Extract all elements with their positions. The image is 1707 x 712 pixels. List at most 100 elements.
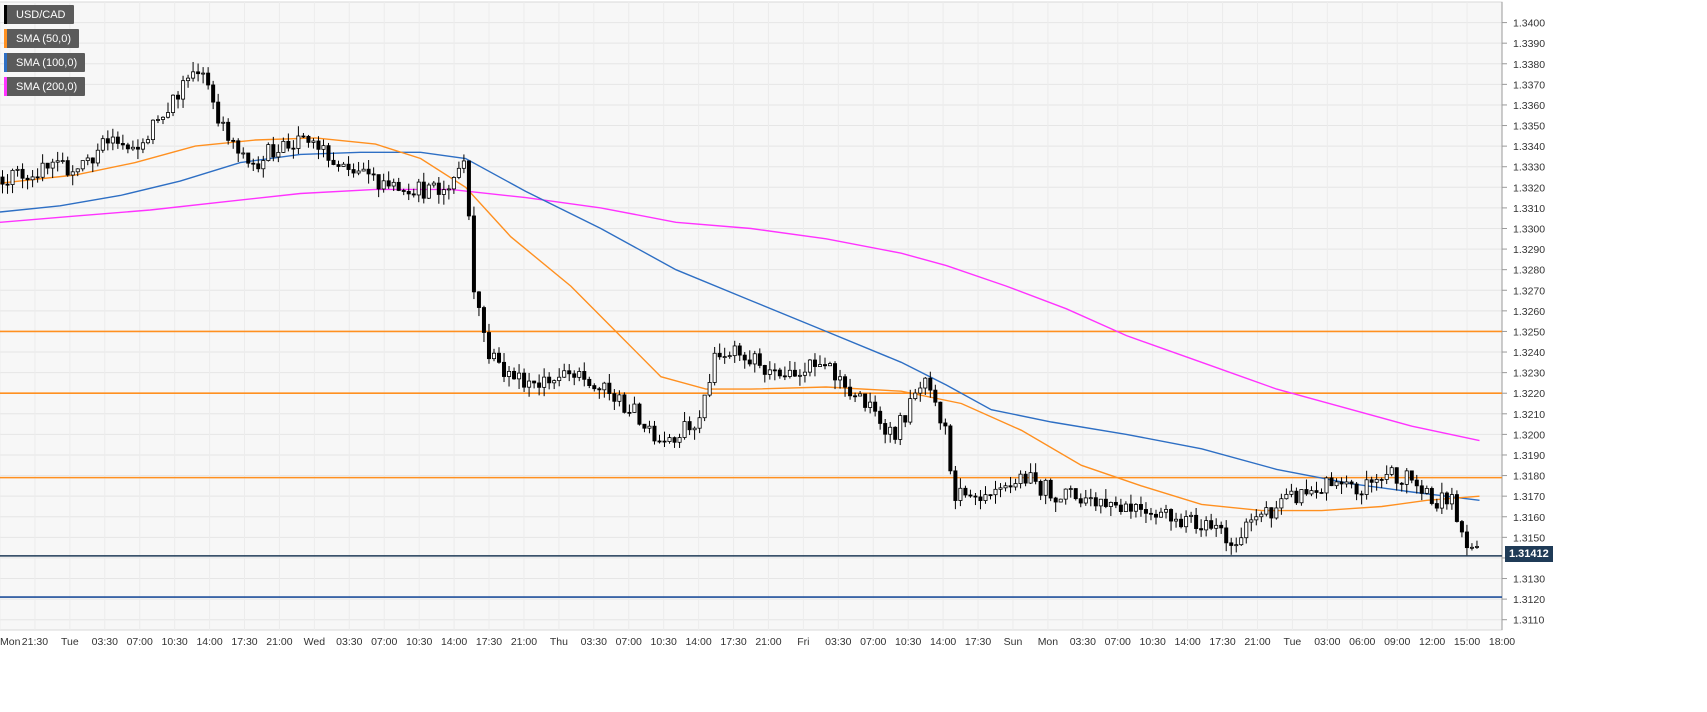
candle-body [1033,472,1038,482]
candle-body [497,352,502,363]
candle-body [522,372,527,388]
candle-body [1164,509,1169,513]
candle-body [426,184,431,199]
candle-body [155,119,160,121]
candle-body [85,157,90,161]
candle-body [316,140,321,150]
candle-body [256,163,261,170]
x-tick-label: Mon [0,636,21,648]
candle-body [592,385,597,390]
candle-body [65,160,70,176]
candle-body [466,160,471,217]
sma-200-line [0,188,1480,442]
x-tick-label: 07:00 [616,636,642,648]
candle-body [1244,521,1249,539]
candle-body [567,370,572,375]
candle-body [1058,498,1063,503]
candle-body [928,377,933,391]
candle-body [737,345,742,356]
y-tick-label: 1.3400 [1513,18,1545,30]
legend-item-sma-200[interactable]: SMA (200,0) [4,77,86,96]
x-tick-label: 07:00 [1105,636,1131,648]
candle-body [1179,518,1184,528]
candle-body [752,353,757,365]
candle-body [446,188,451,191]
candle-body [211,84,216,103]
y-tick-label: 1.3150 [1513,532,1545,544]
candle-body [517,372,522,380]
candle-body [150,119,155,141]
candle-body [441,189,446,195]
candle-body [1269,507,1274,519]
legend-item-sma-100[interactable]: SMA (100,0) [4,53,86,72]
candle-body [717,352,722,358]
candle-body [1394,467,1399,484]
candle-body [306,135,311,143]
candle-body [60,160,65,162]
y-tick-label: 1.3180 [1513,471,1545,483]
candle-body [1294,490,1299,504]
candle-body [1133,504,1138,512]
candle-body [1214,524,1219,529]
candle-body [963,487,968,496]
candle-body [662,440,667,443]
candle-body [888,426,893,435]
legend-label-sma-50: SMA (50,0) [16,32,72,45]
legend-item-sma-50[interactable]: SMA (50,0) [4,29,80,48]
candle-body [782,375,787,378]
candle-body [50,161,55,169]
legend-swatch-sma-200 [4,77,7,96]
x-tick-label: 10:30 [1140,636,1166,648]
candle-body [948,425,953,472]
x-tick-label: 10:30 [406,636,432,648]
candle-body [1008,485,1013,488]
candle-body [366,168,371,175]
y-tick-label: 1.3260 [1513,306,1545,318]
candle-body [276,151,281,158]
x-tick-label: 21:00 [1244,636,1270,648]
candle-body [341,163,346,167]
sma-50-line [0,137,1480,512]
candle-body [1274,507,1279,519]
candle-body [1023,473,1028,484]
candle-body [732,345,737,357]
candle-body [145,139,150,144]
candle-body [1169,509,1174,522]
x-tick-label: 10:30 [162,636,188,648]
candle-body [216,101,221,124]
legend-item-usdcad[interactable]: USD/CAD [4,5,74,24]
candle-body [762,365,767,375]
candle-body [923,377,928,389]
candle-body [140,142,145,150]
candle-body [1434,503,1439,509]
candle-body [70,171,75,176]
candle-body [95,149,100,164]
candle-body [507,370,512,377]
y-tick-label: 1.3350 [1513,121,1545,133]
candle-body [802,371,807,376]
candle-body [868,401,873,408]
candle-body [461,160,466,169]
y-tick-label: 1.3310 [1513,203,1545,215]
x-tick-label: 17:30 [965,636,991,648]
candle-body [196,71,201,75]
candle-body [607,382,612,394]
candle-body [1354,483,1359,495]
candle-body [181,80,186,100]
x-tick-label: 03:30 [336,636,362,648]
candle-body [1108,501,1113,507]
x-tick-label: 17:30 [1209,636,1235,648]
candle-body [35,176,40,179]
candle-body [1199,528,1204,531]
candle-body [968,494,973,497]
y-tick-label: 1.3130 [1513,574,1545,586]
candle-body [527,380,532,388]
y-tick-label: 1.3280 [1513,265,1545,277]
legend-swatch-sma-100 [4,53,7,72]
x-tick-label: 14:00 [685,636,711,648]
sma-100-line [0,151,1480,501]
candle-body [853,395,858,398]
candle-body [20,168,25,179]
candle-body [281,140,286,153]
candle-body [286,140,291,149]
